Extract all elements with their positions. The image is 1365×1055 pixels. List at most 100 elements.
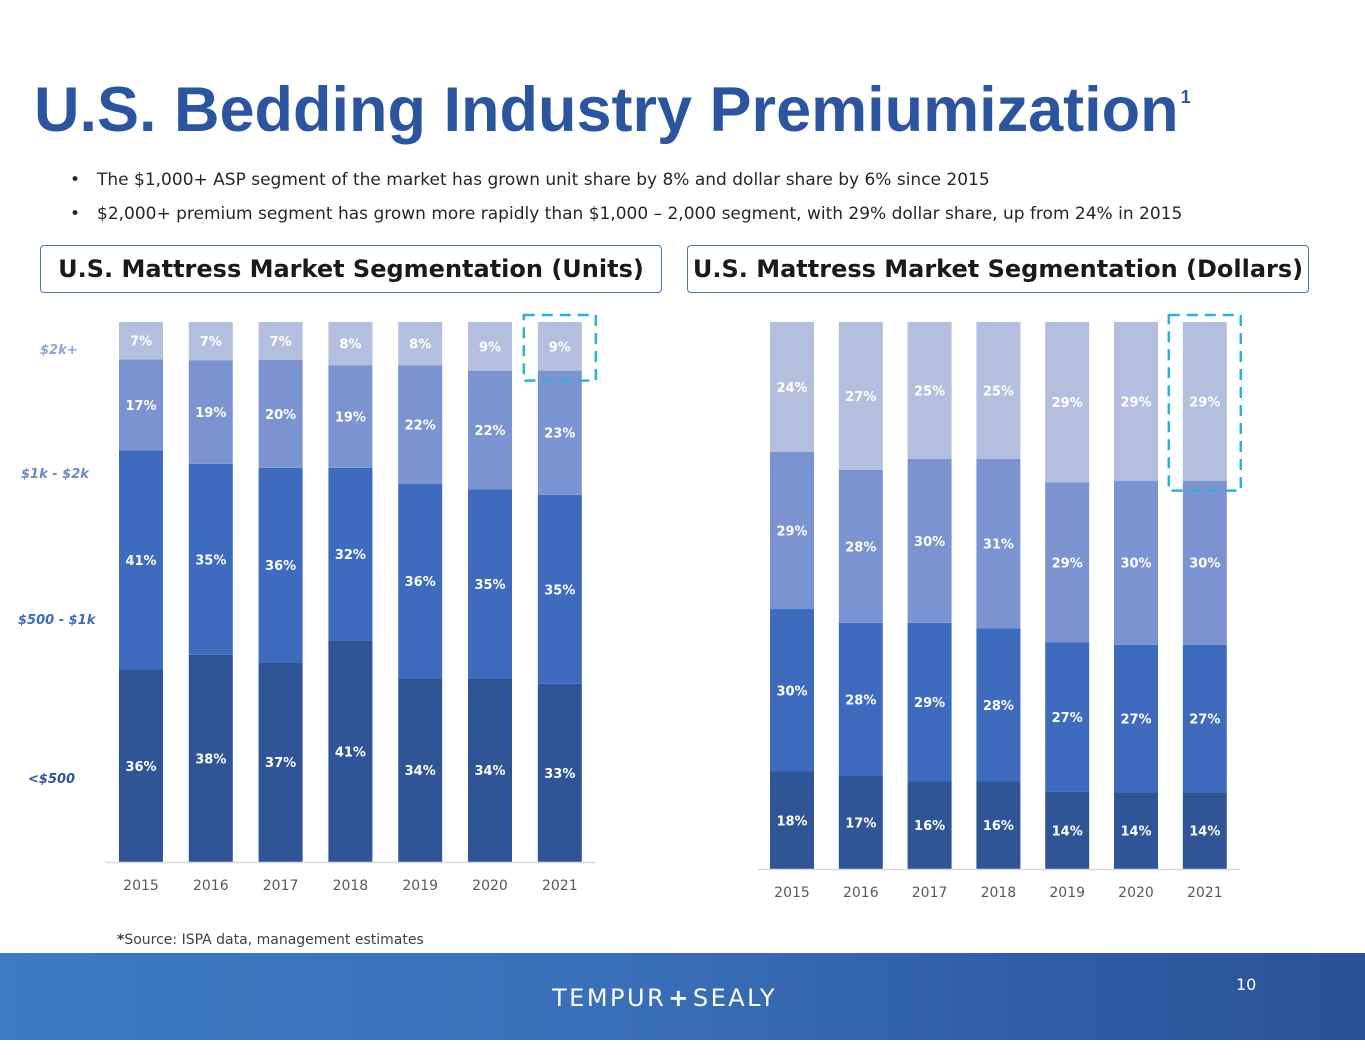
units-label-lt500-2015: 36% bbox=[125, 760, 156, 775]
segment-label-500-1k: $500 - $1k bbox=[18, 613, 96, 628]
units-tick-2021: 2021 bbox=[542, 878, 578, 894]
dollars-bar-s500-1k-2018 bbox=[976, 628, 1021, 782]
dollars-label-lt500-2016: 17% bbox=[845, 817, 876, 832]
dollars-label-s500-1k-2018: 28% bbox=[983, 699, 1014, 714]
units-bar-lt500-2015 bbox=[119, 669, 163, 862]
dollars-bar-s1k-2k-2021 bbox=[1182, 480, 1227, 645]
dollars-bar-s1k-2k-2015 bbox=[770, 451, 814, 610]
units-label-lt500-2021: 33% bbox=[544, 767, 575, 782]
dollars-bar-lt500-2015 bbox=[770, 771, 814, 869]
units-tick-2015: 2015 bbox=[123, 878, 159, 894]
units-label-s2k-plus-2016: 7% bbox=[200, 335, 222, 350]
units-bar-lt500-2020 bbox=[468, 678, 512, 862]
dollars-label-s500-1k-2015: 30% bbox=[776, 684, 807, 699]
units-bar-s2k-plus-2017 bbox=[258, 322, 303, 360]
dollars-bar-s1k-2k-2016 bbox=[838, 469, 883, 623]
units-label-s1k-2k-2017: 20% bbox=[265, 408, 296, 423]
dollars-bar-lt500-2020 bbox=[1114, 792, 1158, 869]
dollars-bar-lt500-2018 bbox=[976, 781, 1021, 869]
dollars-label-s500-1k-2016: 28% bbox=[845, 693, 876, 708]
units-label-lt500-2020: 34% bbox=[474, 764, 505, 779]
units-tick-2016: 2016 bbox=[193, 878, 229, 894]
dollars-tick-2020: 2020 bbox=[1118, 885, 1154, 901]
units-bar-s500-1k-2016 bbox=[188, 463, 233, 655]
units-bar-s1k-2k-2021 bbox=[537, 370, 582, 495]
units-label-s500-1k-2015: 41% bbox=[125, 554, 156, 569]
dollars-label-s2k-plus-2016: 27% bbox=[845, 390, 876, 405]
dollars-bar-s1k-2k-2019 bbox=[1045, 482, 1090, 643]
dollars-label-s2k-plus-2019: 29% bbox=[1052, 396, 1083, 411]
dollars-label-s500-1k-2017: 29% bbox=[914, 696, 945, 711]
units-tick-2020: 2020 bbox=[472, 878, 508, 894]
units-label-s1k-2k-2015: 17% bbox=[125, 399, 156, 414]
units-chart-header: U.S. Mattress Market Segmentation (Units… bbox=[40, 245, 662, 293]
dollars-bar-lt500-2019 bbox=[1045, 791, 1090, 869]
bullet-item: The $1,000+ ASP segment of the market ha… bbox=[70, 168, 1182, 202]
logo-plus-icon: + bbox=[668, 984, 691, 1012]
logo-tempur: TEMPUR bbox=[552, 984, 667, 1012]
logo-sealy: SEALY bbox=[692, 984, 778, 1012]
dollars-bar-s500-1k-2021 bbox=[1182, 644, 1227, 793]
units-bar-s2k-plus-2018 bbox=[328, 322, 373, 366]
units-bar-s500-1k-2017 bbox=[258, 467, 303, 663]
units-bar-s500-1k-2015 bbox=[119, 450, 163, 670]
units-bar-s2k-plus-2019 bbox=[398, 322, 443, 366]
segment-label-1k-2k: $1k - $2k bbox=[21, 467, 89, 482]
dollars-bar-s2k-plus-2019 bbox=[1045, 322, 1090, 483]
dollars-bar-s1k-2k-2018 bbox=[976, 458, 1021, 629]
units-label-s1k-2k-2019: 22% bbox=[405, 419, 436, 434]
dollars-label-s1k-2k-2017: 30% bbox=[914, 535, 945, 550]
dollars-bar-s2k-plus-2020 bbox=[1114, 322, 1158, 481]
units-label-s2k-plus-2018: 8% bbox=[339, 338, 361, 353]
units-bar-s1k-2k-2015 bbox=[119, 359, 163, 451]
dollars-tick-2021: 2021 bbox=[1187, 885, 1223, 901]
dollars-label-s1k-2k-2020: 30% bbox=[1120, 557, 1151, 572]
units-label-s2k-plus-2020: 9% bbox=[479, 340, 501, 355]
dollars-label-s500-1k-2021: 27% bbox=[1189, 713, 1220, 728]
dollars-label-s2k-plus-2018: 25% bbox=[983, 384, 1014, 399]
dollars-label-lt500-2017: 16% bbox=[914, 819, 945, 834]
dollars-label-s1k-2k-2016: 28% bbox=[845, 540, 876, 555]
units-label-s500-1k-2018: 32% bbox=[335, 548, 366, 563]
dollars-label-s1k-2k-2021: 30% bbox=[1189, 557, 1220, 572]
units-bar-s2k-plus-2021 bbox=[537, 322, 582, 371]
page-number: 10 bbox=[1236, 975, 1257, 994]
units-label-lt500-2017: 37% bbox=[265, 756, 296, 771]
units-bar-s2k-plus-2020 bbox=[468, 322, 512, 371]
dollars-chart-header: U.S. Mattress Market Segmentation (Dolla… bbox=[687, 245, 1309, 293]
dollars-label-s1k-2k-2015: 29% bbox=[776, 525, 807, 540]
dollars-tick-2018: 2018 bbox=[981, 885, 1017, 901]
dollars-bar-s2k-plus-2017 bbox=[907, 322, 952, 459]
units-tick-2019: 2019 bbox=[402, 878, 438, 894]
source-star: * bbox=[117, 932, 125, 948]
dollars-label-s500-1k-2020: 27% bbox=[1120, 713, 1151, 728]
dollars-bar-s500-1k-2015 bbox=[770, 609, 814, 772]
bullet-item: $2,000+ premium segment has grown more r… bbox=[70, 202, 1182, 236]
segment-label-2k-plus: $2k+ bbox=[40, 343, 78, 358]
dollars-highlight-box bbox=[1167, 313, 1243, 492]
units-bar-s500-1k-2021 bbox=[537, 494, 582, 684]
dollars-bar-s500-1k-2020 bbox=[1114, 644, 1158, 793]
dollars-tick-2016: 2016 bbox=[843, 885, 879, 901]
units-label-lt500-2019: 34% bbox=[405, 764, 436, 779]
dollars-bar-lt500-2017 bbox=[907, 781, 952, 869]
units-bar-lt500-2021 bbox=[537, 683, 582, 862]
units-bar-s1k-2k-2018 bbox=[328, 365, 373, 468]
units-label-s1k-2k-2016: 19% bbox=[195, 406, 226, 421]
dollars-tick-2019: 2019 bbox=[1049, 885, 1085, 901]
segment-label-lt-500: <$500 bbox=[28, 772, 76, 787]
page-title: U.S. Bedding Industry Premiumization 1 bbox=[34, 74, 1191, 146]
dollars-bar-s500-1k-2017 bbox=[907, 622, 952, 782]
units-tick-2017: 2017 bbox=[263, 878, 299, 894]
units-label-s1k-2k-2018: 19% bbox=[335, 411, 366, 426]
units-bar-s2k-plus-2015 bbox=[119, 322, 163, 360]
dollars-label-s1k-2k-2019: 29% bbox=[1052, 556, 1083, 571]
units-label-s2k-plus-2015: 7% bbox=[130, 335, 152, 350]
title-footnote-marker: 1 bbox=[1180, 87, 1191, 107]
source-text: Source: ISPA data, management estimates bbox=[124, 932, 424, 948]
units-label-s2k-plus-2021: 9% bbox=[549, 340, 571, 355]
dollars-bar-s1k-2k-2017 bbox=[907, 458, 952, 623]
units-bar-s1k-2k-2016 bbox=[188, 360, 233, 464]
dollars-bar-s500-1k-2019 bbox=[1045, 642, 1090, 792]
